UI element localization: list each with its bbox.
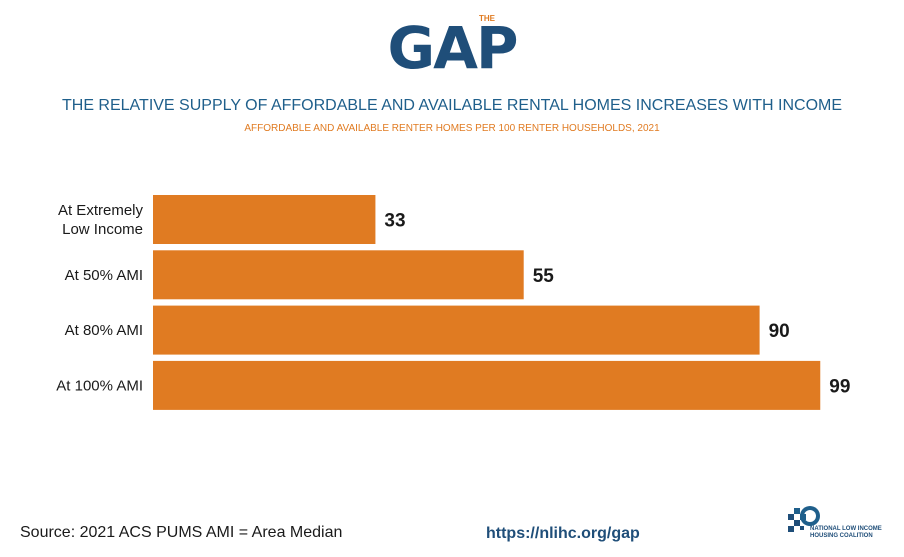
value-label-1: 33 <box>384 211 405 232</box>
org-name-line-2: HOUSING COALITION <box>810 533 873 539</box>
value-label-4: 99 <box>829 376 850 397</box>
category-label-line: Low Income <box>62 221 143 238</box>
nlihc-logo: NATIONAL LOW INCOME HOUSING COALITION <box>784 500 894 545</box>
bar-1 <box>153 195 376 244</box>
house-icon <box>788 506 820 532</box>
category-label-line: At Extremely <box>58 202 144 219</box>
category-label-line: At 80% AMI <box>65 322 143 339</box>
org-name: NATIONAL LOW INCOME HOUSING COALITION <box>810 526 882 540</box>
logo-small-text: THE <box>479 14 495 23</box>
category-label-4: At 100% AMI <box>56 377 143 394</box>
category-label-line: At 100% AMI <box>56 377 143 394</box>
source-link[interactable]: https://nlihc.org/gap <box>486 525 640 542</box>
bar-4 <box>153 360 821 410</box>
source-note: Source: 2021 ACS PUMS AMI = Area Median <box>20 524 343 541</box>
logo-main-text: GAP <box>387 14 518 82</box>
chart-subtitle: AFFORDABLE AND AVAILABLE RENTER HOMES PE… <box>244 123 660 134</box>
category-label-2: At 50% AMI <box>65 267 143 284</box>
value-label-2: 55 <box>533 266 555 287</box>
category-label-line: At 50% AMI <box>65 267 143 284</box>
bar-3 <box>153 305 760 355</box>
org-name-line-1: NATIONAL LOW INCOME <box>810 526 882 532</box>
bar-2 <box>153 250 524 300</box>
category-label-3: At 80% AMI <box>65 322 143 339</box>
category-label-1: At Extremely Low Income <box>58 202 144 238</box>
gap-logo: GAP THE <box>0 12 904 82</box>
value-label-3: 90 <box>769 321 790 342</box>
chart-title: THE RELATIVE SUPPLY OF AFFORDABLE AND AV… <box>61 97 843 114</box>
